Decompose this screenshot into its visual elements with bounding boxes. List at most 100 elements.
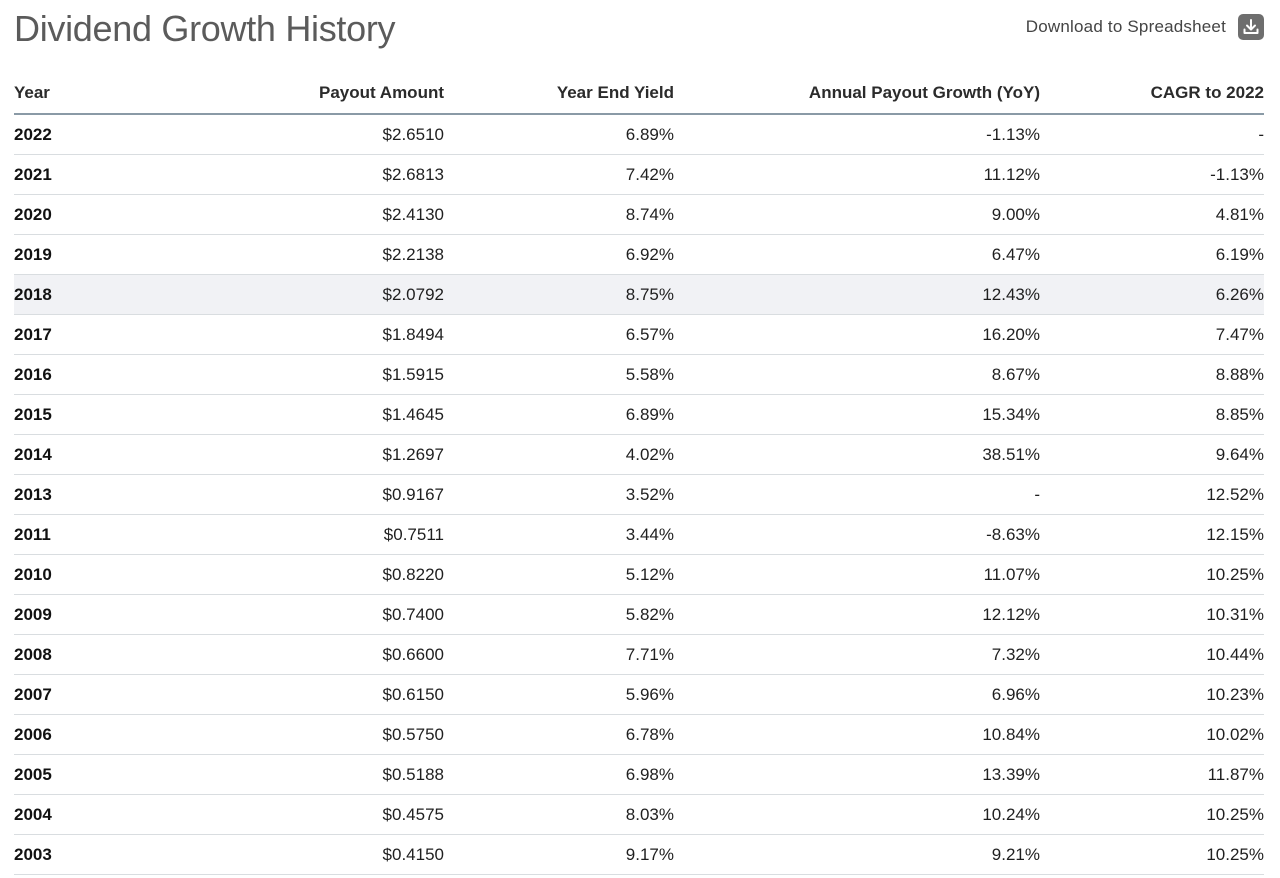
payout-amount-cell: $2.6510 xyxy=(214,114,444,155)
column-header-annual-payout-growth[interactable]: Annual Payout Growth (YoY) xyxy=(674,73,1040,115)
annual-payout-growth-cell: 10.84% xyxy=(674,714,1040,755)
table-row: 2013 $0.9167 3.52% -12.52% xyxy=(14,474,1264,515)
payout-amount-cell: $0.5188 xyxy=(214,754,444,795)
payout-amount-cell: $0.9167 xyxy=(214,474,444,515)
dividend-history-table-container: Year Payout Amount Year End Yield Annual Pa… xyxy=(14,73,1264,875)
payout-amount-cell: $1.5915 xyxy=(214,354,444,395)
payout-amount-cell: $0.7511 xyxy=(214,514,444,555)
table-row: 2017 $1.8494 6.57% 16.20% 7.47% xyxy=(14,314,1264,355)
year-cell: 2018 xyxy=(14,274,214,315)
cagr-cell: 10.25% xyxy=(1040,834,1264,875)
dividend-history-table: Year Payout Amount Year End Yield Annual Pa… xyxy=(14,73,1264,875)
annual-payout-growth-cell: - xyxy=(674,474,1040,515)
annual-payout-growth-cell: 7.32% xyxy=(674,634,1040,675)
table-row: 2008 $0.6600 7.71% 7.32% 10.44% xyxy=(14,634,1264,675)
year-end-yield-cell: 6.89% xyxy=(444,114,674,155)
table-row: 2009 $0.7400 5.82% 12.12% 10.31% xyxy=(14,594,1264,635)
annual-payout-growth-cell: 13.39% xyxy=(674,754,1040,795)
payout-amount-cell: $0.4150 xyxy=(214,834,444,875)
payout-amount-cell: $0.7400 xyxy=(214,594,444,635)
year-end-yield-cell: 7.71% xyxy=(444,634,674,675)
cagr-cell: 6.19% xyxy=(1040,234,1264,275)
year-cell: 2014 xyxy=(14,434,214,475)
payout-amount-cell: $2.6813 xyxy=(214,154,444,195)
cagr-cell: 10.25% xyxy=(1040,794,1264,835)
year-end-yield-cell: 3.44% xyxy=(444,514,674,555)
table-row: 2003 $0.4150 9.17% 9.21% 10.25% xyxy=(14,834,1264,875)
download-icon[interactable] xyxy=(1238,14,1264,40)
payout-amount-cell: $0.6600 xyxy=(214,634,444,675)
column-header-year-end-yield[interactable]: Year End Yield xyxy=(444,73,674,115)
cagr-cell: 8.88% xyxy=(1040,354,1264,395)
year-cell: 2015 xyxy=(14,394,214,435)
annual-payout-growth-cell: 12.43% xyxy=(674,274,1040,315)
cagr-cell: 10.44% xyxy=(1040,634,1264,675)
table-row: 2011 $0.7511 3.44% -8.63% 12.15% xyxy=(14,514,1264,555)
year-cell: 2017 xyxy=(14,314,214,355)
payout-amount-cell: $2.2138 xyxy=(214,234,444,275)
annual-payout-growth-cell: -8.63% xyxy=(674,514,1040,555)
table-row: 2021 $2.6813 7.42% 11.12% -1.13% xyxy=(14,154,1264,195)
payout-amount-cell: $2.4130 xyxy=(214,194,444,235)
cagr-cell: 12.15% xyxy=(1040,514,1264,555)
year-cell: 2009 xyxy=(14,594,214,635)
year-cell: 2010 xyxy=(14,554,214,595)
column-header-payout-amount[interactable]: Payout Amount xyxy=(214,73,444,115)
year-end-yield-cell: 8.03% xyxy=(444,794,674,835)
table-row: 2020 $2.4130 8.74% 9.00% 4.81% xyxy=(14,194,1264,235)
payout-amount-cell: $0.5750 xyxy=(214,714,444,755)
cagr-cell: 10.02% xyxy=(1040,714,1264,755)
payout-amount-cell: $1.2697 xyxy=(214,434,444,475)
table-row: 2014 $1.2697 4.02% 38.51% 9.64% xyxy=(14,434,1264,475)
year-cell: 2011 xyxy=(14,514,214,555)
annual-payout-growth-cell: 38.51% xyxy=(674,434,1040,475)
annual-payout-growth-cell: 9.21% xyxy=(674,834,1040,875)
cagr-cell: 10.31% xyxy=(1040,594,1264,635)
year-cell: 2006 xyxy=(14,714,214,755)
year-cell: 2005 xyxy=(14,754,214,795)
payout-amount-cell: $0.8220 xyxy=(214,554,444,595)
year-cell: 2016 xyxy=(14,354,214,395)
annual-payout-growth-cell: 9.00% xyxy=(674,194,1040,235)
year-end-yield-cell: 6.57% xyxy=(444,314,674,355)
download-label: Download to Spreadsheet xyxy=(1025,17,1226,36)
cagr-cell: 9.64% xyxy=(1040,434,1264,475)
year-cell: 2020 xyxy=(14,194,214,235)
year-end-yield-cell: 9.17% xyxy=(444,834,674,875)
year-end-yield-cell: 6.78% xyxy=(444,714,674,755)
download-to-spreadsheet-button[interactable]: Download to Spreadsheet xyxy=(1026,14,1264,40)
annual-payout-growth-cell: -1.13% xyxy=(674,114,1040,155)
annual-payout-growth-cell: 6.47% xyxy=(674,234,1040,275)
cagr-cell: 6.26% xyxy=(1040,274,1264,315)
table-row: 2005 $0.5188 6.98% 13.39% 11.87% xyxy=(14,754,1264,795)
cagr-cell: 10.23% xyxy=(1040,674,1264,715)
year-end-yield-cell: 6.92% xyxy=(444,234,674,275)
payout-amount-cell: $1.4645 xyxy=(214,394,444,435)
year-cell: 2008 xyxy=(14,634,214,675)
payout-amount-cell: $0.4575 xyxy=(214,794,444,835)
page-title: Dividend Growth History xyxy=(14,8,396,49)
year-end-yield-cell: 5.96% xyxy=(444,674,674,715)
column-header-year[interactable]: Year xyxy=(14,73,214,115)
year-cell: 2022 xyxy=(14,114,214,155)
payout-amount-cell: $1.8494 xyxy=(214,314,444,355)
year-cell: 2013 xyxy=(14,474,214,515)
table-row: 2018 $2.0792 8.75% 12.43% 6.26% xyxy=(14,274,1264,315)
table-row: 2004 $0.4575 8.03% 10.24% 10.25% xyxy=(14,794,1264,835)
annual-payout-growth-cell: 10.24% xyxy=(674,794,1040,835)
year-end-yield-cell: 7.42% xyxy=(444,154,674,195)
table-row: 2016 $1.5915 5.58% 8.67% 8.88% xyxy=(14,354,1264,395)
payout-amount-cell: $2.0792 xyxy=(214,274,444,315)
cagr-cell: 10.25% xyxy=(1040,554,1264,595)
cagr-cell: 12.52% xyxy=(1040,474,1264,515)
table-row: 2015 $1.4645 6.89% 15.34% 8.85% xyxy=(14,394,1264,435)
table-row: 2019 $2.2138 6.92% 6.47% 6.19% xyxy=(14,234,1264,275)
cagr-cell: 8.85% xyxy=(1040,394,1264,435)
year-cell: 2007 xyxy=(14,674,214,715)
year-end-yield-cell: 8.75% xyxy=(444,274,674,315)
table-row: 2010 $0.8220 5.12% 11.07% 10.25% xyxy=(14,554,1264,595)
cagr-cell: - xyxy=(1040,114,1264,155)
annual-payout-growth-cell: 6.96% xyxy=(674,674,1040,715)
column-header-cagr[interactable]: CAGR to 2022 xyxy=(1040,73,1264,115)
year-cell: 2019 xyxy=(14,234,214,275)
